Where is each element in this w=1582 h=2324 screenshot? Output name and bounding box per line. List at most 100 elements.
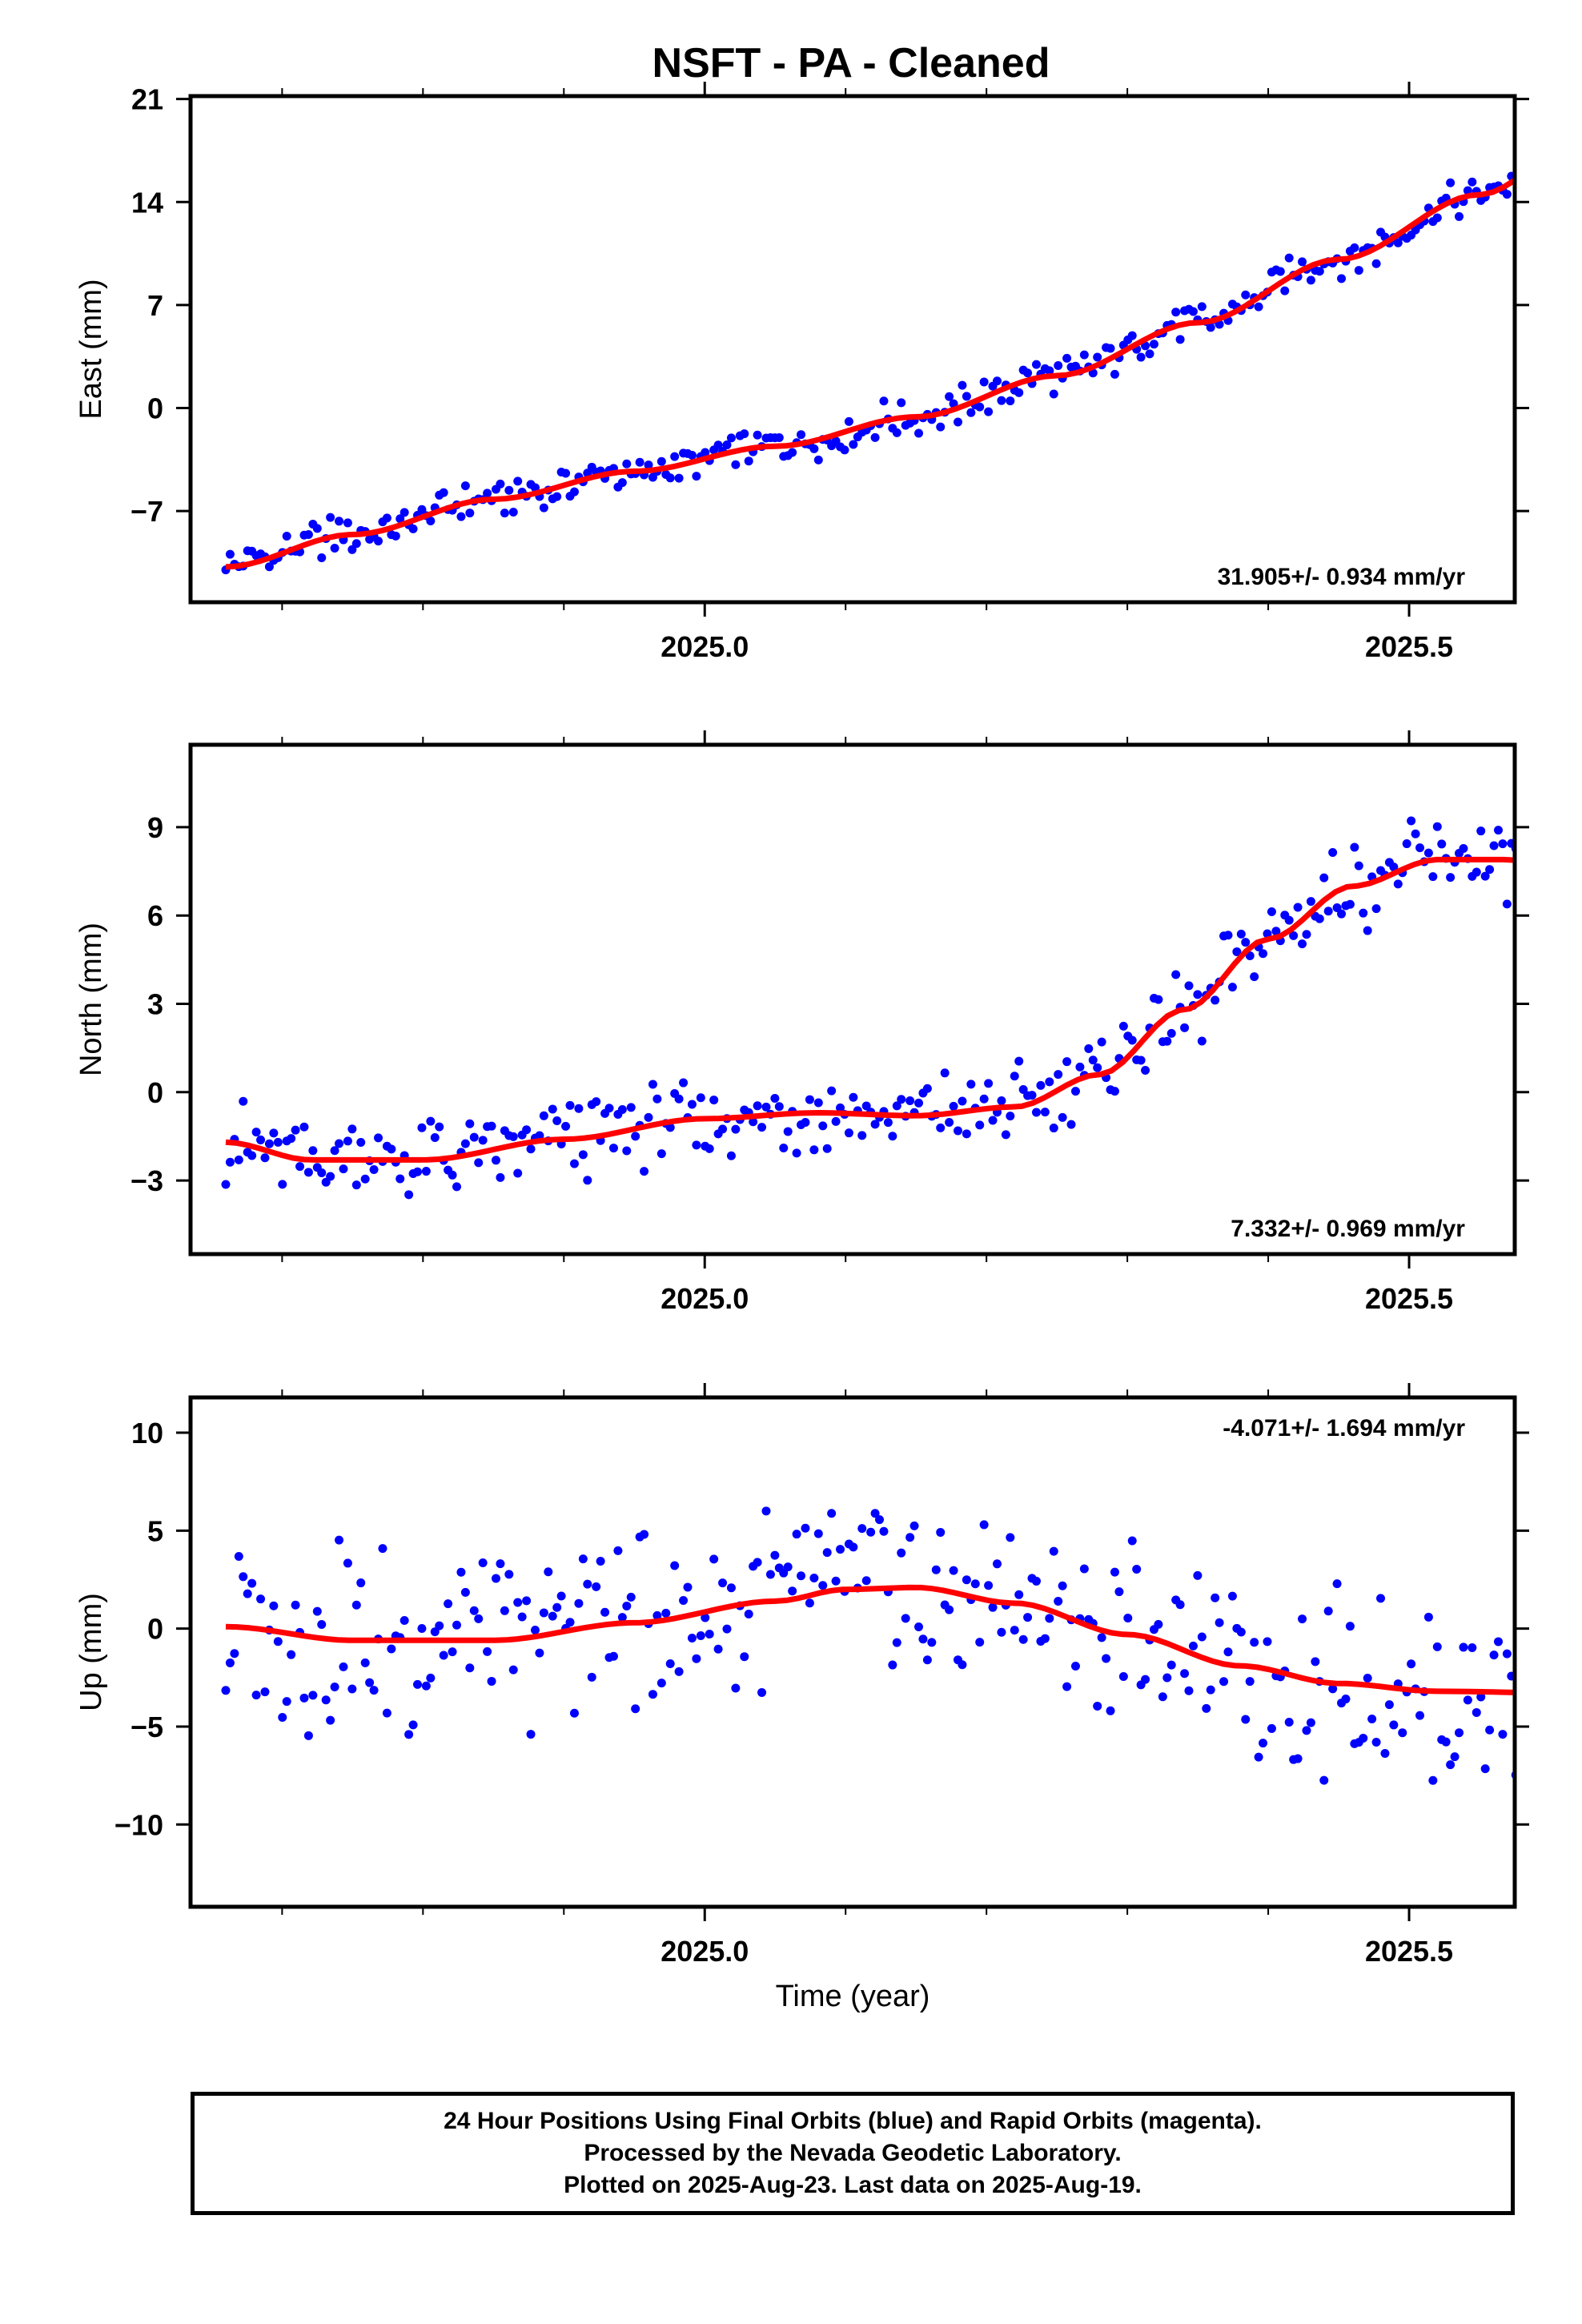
east-final-point: [1106, 344, 1115, 353]
up-final-point: [239, 1572, 248, 1582]
north-final-point: [247, 1151, 257, 1160]
east-rapid-point: [1560, 94, 1568, 103]
north-final-point: [1480, 871, 1490, 881]
north-panel: 2025.0 2025.5 −3 0 3 6 9 North (mm) 7.332+/- 0.9…: [74, 730, 1554, 1315]
up-final-point: [444, 1599, 453, 1609]
north-final-point: [574, 1104, 584, 1113]
east-final-point: [1275, 267, 1285, 276]
up-final-point: [905, 1533, 915, 1542]
north-final-point: [1162, 1036, 1172, 1046]
up-final-point: [1363, 1674, 1372, 1683]
east-final-point: [1298, 257, 1307, 267]
east-final-point: [504, 485, 514, 495]
east-final-point: [1197, 302, 1207, 312]
up-final-point: [1432, 1642, 1442, 1651]
east-rate-label: 31.905+/- 0.934 mm/yr: [1218, 564, 1466, 590]
north-final-point: [1354, 861, 1363, 870]
up-final-point: [849, 1542, 858, 1552]
up-final-point: [569, 1708, 579, 1718]
up-final-point: [335, 1535, 344, 1545]
north-final-point: [783, 1127, 793, 1136]
up-final-point: [1188, 1641, 1198, 1651]
up-final-point: [731, 1683, 741, 1693]
north-final-point: [1267, 907, 1276, 917]
north-rapid-point: [1545, 862, 1554, 871]
up-final-point: [1250, 1638, 1259, 1647]
north-final-point: [1315, 914, 1324, 923]
up-final-point: [552, 1602, 562, 1612]
up-final-point: [456, 1567, 466, 1577]
up-final-point: [1245, 1677, 1255, 1687]
east-final-point: [665, 473, 675, 483]
east-final-point: [1062, 353, 1072, 363]
east-final-point: [326, 513, 335, 522]
up-y-tick-label: −10: [114, 1808, 163, 1841]
up-rapid-point: [1574, 1895, 1582, 1904]
up-final-point: [992, 1559, 1002, 1569]
north-final-point: [757, 1123, 767, 1132]
north-final-point: [988, 1116, 998, 1125]
up-final-point: [1023, 1613, 1033, 1622]
east-final-point: [561, 468, 571, 478]
north-final-point: [1407, 816, 1416, 826]
up-final-point: [1498, 1730, 1508, 1739]
north-final-point: [303, 1168, 313, 1177]
up-final-point: [901, 1614, 910, 1623]
north-final-point: [861, 1101, 871, 1111]
up-final-point: [918, 1634, 928, 1644]
up-fit-curve: [225, 1584, 1515, 1695]
up-final-point: [927, 1638, 937, 1647]
east-final-point: [483, 489, 492, 498]
north-final-point: [1040, 1108, 1050, 1117]
east-final-point: [622, 459, 632, 468]
east-final-point: [984, 407, 994, 416]
north-final-point: [421, 1167, 431, 1176]
up-final-point: [1423, 1612, 1433, 1622]
east-final-point: [740, 429, 749, 439]
north-final-point: [857, 1131, 867, 1140]
north-final-point: [949, 1101, 958, 1111]
east-final-point: [374, 537, 383, 546]
east-final-point: [992, 376, 1002, 386]
east-final-point: [312, 524, 322, 533]
east-final-point: [753, 430, 762, 440]
up-final-point: [269, 1601, 279, 1610]
east-final-point: [774, 432, 784, 442]
north-y-axis-label: North (mm): [74, 923, 108, 1076]
north-final-point: [526, 1144, 536, 1154]
up-final-point: [1345, 1622, 1355, 1631]
east-final-point: [936, 422, 946, 432]
up-final-point: [1166, 1660, 1176, 1670]
up-final-point: [718, 1578, 728, 1588]
east-final-point: [731, 460, 741, 469]
up-final-point: [813, 1529, 823, 1538]
up-final-point: [260, 1687, 270, 1697]
east-final-point: [382, 513, 391, 523]
up-final-point: [665, 1659, 675, 1669]
north-final-point: [792, 1148, 801, 1158]
up-final-point: [1398, 1728, 1407, 1738]
north-final-point: [696, 1093, 705, 1103]
north-final-point: [1402, 839, 1411, 849]
east-final-point: [844, 416, 853, 426]
north-final-point: [1136, 1055, 1146, 1065]
east-final-point: [500, 509, 509, 518]
east-final-point: [997, 396, 1006, 405]
up-final-point: [770, 1550, 780, 1560]
north-final-point: [1171, 970, 1181, 979]
up-final-point: [1328, 1684, 1338, 1694]
up-final-point: [1045, 1614, 1054, 1623]
north-final-point: [770, 1094, 780, 1104]
north-y-tick-label: −3: [130, 1164, 163, 1197]
north-final-point: [239, 1096, 248, 1106]
north-final-point: [426, 1116, 436, 1126]
up-final-point: [997, 1627, 1006, 1637]
east-final-point: [670, 452, 680, 461]
up-final-point: [556, 1591, 566, 1601]
east-final-point: [1145, 349, 1154, 359]
north-fit-curve: [225, 856, 1515, 1163]
up-final-point: [783, 1562, 793, 1572]
up-final-point: [1472, 1707, 1481, 1717]
north-final-point: [1428, 872, 1438, 882]
up-final-point: [1241, 1715, 1251, 1724]
